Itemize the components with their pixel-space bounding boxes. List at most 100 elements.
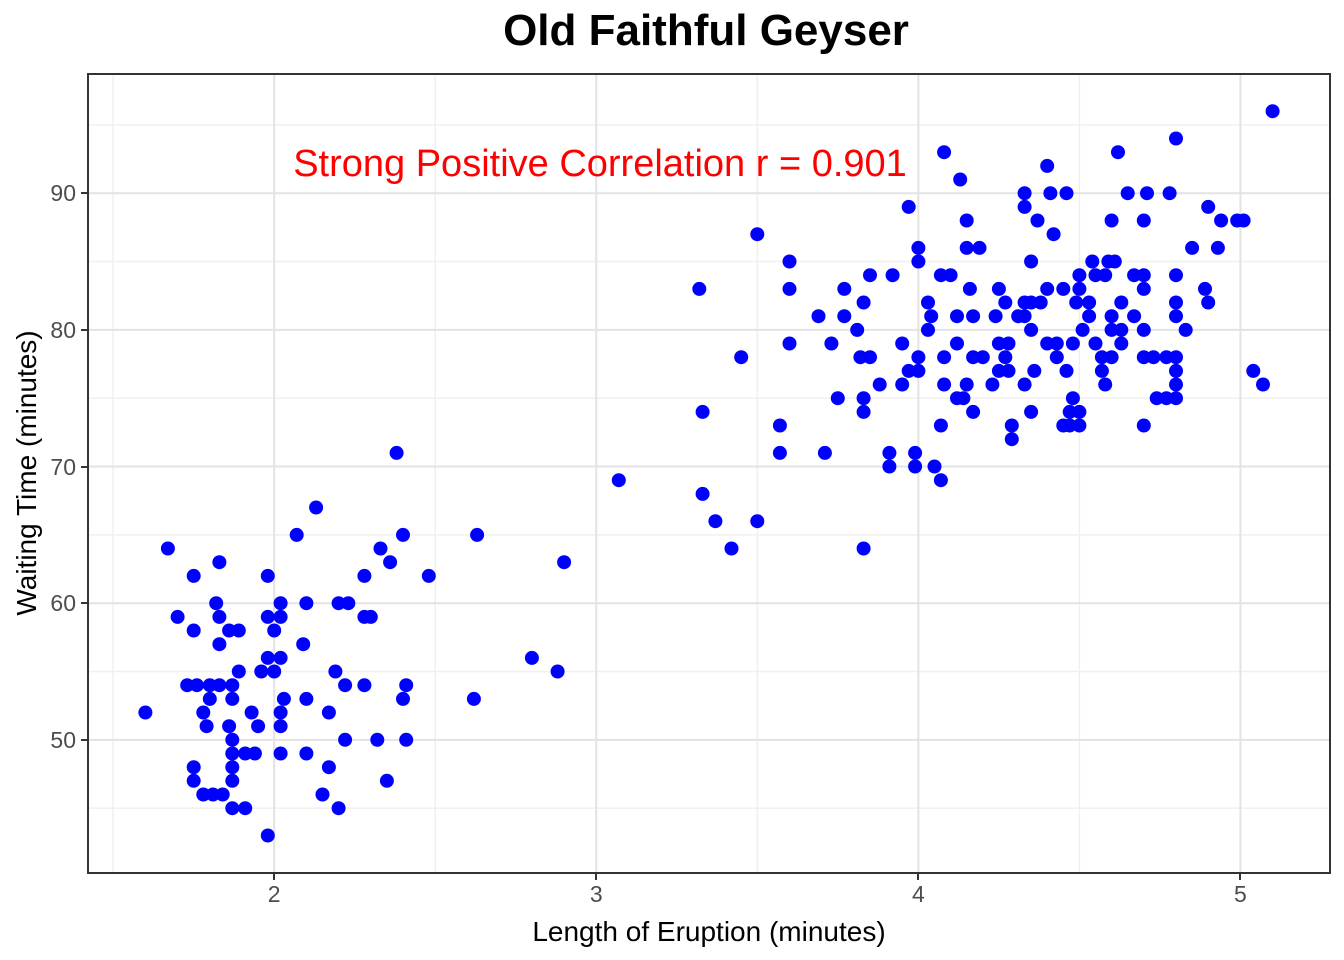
y-tick-mark bbox=[81, 602, 88, 605]
data-point bbox=[309, 500, 324, 515]
y-tick-mark bbox=[81, 738, 88, 741]
x-tick-label: 3 bbox=[589, 881, 603, 907]
y-tick-mark bbox=[81, 328, 88, 331]
data-point bbox=[186, 773, 201, 788]
data-point bbox=[1075, 322, 1090, 337]
data-point bbox=[338, 678, 353, 693]
data-point bbox=[557, 555, 572, 570]
x-tick-mark bbox=[1239, 873, 1242, 880]
data-point bbox=[363, 609, 378, 624]
data-point bbox=[708, 514, 723, 529]
correlation-annotation: Strong Positive Correlation r = 0.901 bbox=[293, 143, 907, 185]
data-point bbox=[991, 336, 1006, 351]
data-point bbox=[225, 732, 240, 747]
data-point bbox=[373, 541, 388, 556]
data-point bbox=[1027, 363, 1042, 378]
data-point bbox=[882, 445, 897, 460]
data-point bbox=[341, 596, 356, 611]
data-point bbox=[908, 459, 923, 474]
data-point bbox=[315, 787, 330, 802]
data-point bbox=[370, 732, 385, 747]
data-point bbox=[882, 459, 897, 474]
data-point bbox=[830, 391, 845, 406]
data-point bbox=[1069, 295, 1084, 310]
data-point bbox=[911, 240, 926, 255]
data-point bbox=[267, 623, 282, 638]
data-point bbox=[1004, 432, 1019, 447]
data-point bbox=[924, 309, 939, 324]
data-point bbox=[1111, 145, 1125, 160]
data-point bbox=[1017, 309, 1032, 324]
data-point bbox=[772, 418, 787, 433]
data-point bbox=[1094, 363, 1109, 378]
chart-title: Old Faithful Geyser bbox=[503, 6, 909, 55]
data-point bbox=[328, 664, 343, 679]
data-point bbox=[1049, 350, 1064, 365]
data-point bbox=[750, 227, 765, 242]
data-point bbox=[988, 309, 1003, 324]
data-point bbox=[212, 609, 227, 624]
data-point bbox=[933, 268, 948, 283]
data-point bbox=[299, 746, 314, 761]
data-point bbox=[1201, 295, 1216, 310]
data-point bbox=[895, 336, 910, 351]
data-point bbox=[956, 391, 971, 406]
data-point bbox=[1104, 350, 1119, 365]
data-point bbox=[1085, 254, 1100, 269]
data-point bbox=[824, 336, 839, 351]
data-point bbox=[267, 664, 282, 679]
data-point bbox=[950, 336, 964, 351]
data-point bbox=[911, 350, 926, 365]
data-point bbox=[357, 568, 372, 583]
data-point bbox=[289, 527, 304, 542]
data-point bbox=[750, 514, 765, 529]
data-point bbox=[170, 609, 185, 624]
data-point bbox=[863, 350, 877, 365]
data-point bbox=[1107, 254, 1122, 269]
data-point bbox=[950, 309, 964, 324]
data-point bbox=[927, 459, 942, 474]
data-point bbox=[1210, 240, 1225, 255]
data-point bbox=[299, 596, 314, 611]
data-point bbox=[1136, 322, 1151, 337]
data-point bbox=[1159, 350, 1174, 365]
data-point bbox=[160, 541, 175, 556]
data-point bbox=[196, 705, 211, 720]
data-point bbox=[991, 281, 1006, 296]
data-point bbox=[524, 650, 539, 665]
data-point bbox=[1088, 268, 1103, 283]
data-point bbox=[331, 801, 346, 816]
data-point bbox=[1004, 418, 1019, 433]
data-point bbox=[1140, 186, 1154, 201]
data-point bbox=[1094, 350, 1109, 365]
data-point bbox=[199, 719, 214, 734]
data-point bbox=[998, 350, 1013, 365]
data-point bbox=[238, 746, 253, 761]
data-point bbox=[273, 719, 288, 734]
data-point bbox=[222, 719, 237, 734]
data-point bbox=[186, 623, 201, 638]
data-point bbox=[1056, 281, 1071, 296]
data-point bbox=[856, 295, 871, 310]
data-point bbox=[959, 240, 974, 255]
data-point bbox=[1214, 213, 1229, 228]
data-point bbox=[247, 746, 262, 761]
data-point bbox=[231, 623, 246, 638]
data-point bbox=[225, 760, 240, 775]
data-point bbox=[872, 377, 887, 392]
data-point bbox=[338, 732, 353, 747]
data-point bbox=[966, 309, 981, 324]
data-point bbox=[260, 568, 275, 583]
data-point bbox=[389, 445, 404, 460]
data-point bbox=[959, 213, 974, 228]
data-point bbox=[1236, 213, 1251, 228]
data-point bbox=[321, 760, 336, 775]
data-point bbox=[1017, 186, 1032, 201]
data-point bbox=[1114, 295, 1129, 310]
x-tick-label: 2 bbox=[267, 881, 281, 907]
data-point bbox=[1033, 295, 1048, 310]
data-point bbox=[966, 350, 981, 365]
data-point bbox=[953, 172, 968, 187]
data-point bbox=[1146, 350, 1161, 365]
data-point bbox=[911, 363, 926, 378]
